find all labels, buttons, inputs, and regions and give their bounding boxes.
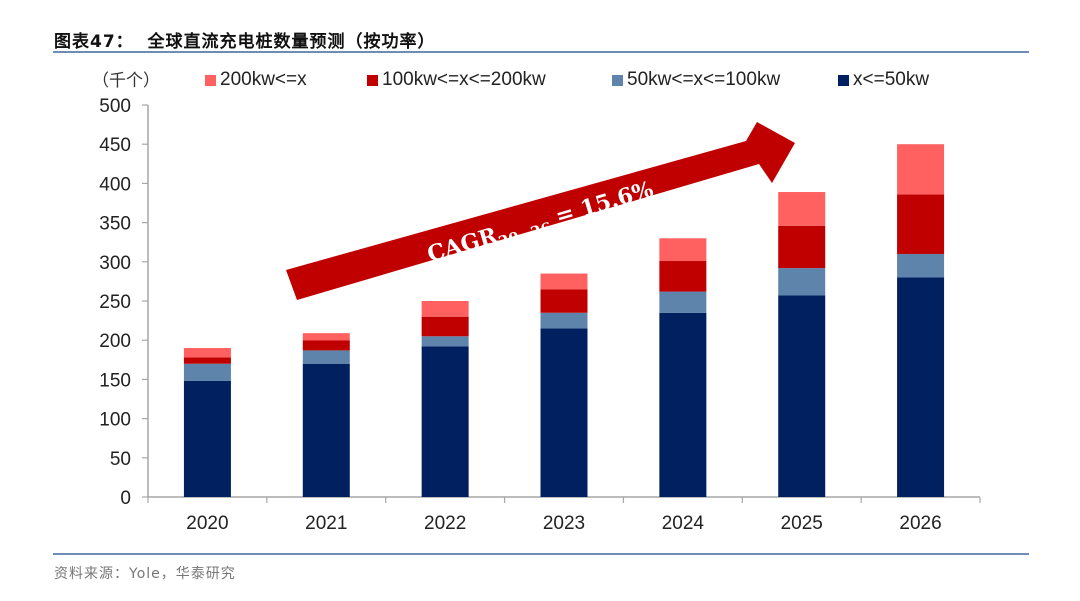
top-divider (53, 51, 1029, 53)
x-tick-label: 2023 (543, 513, 585, 534)
bar-stack-2020 (183, 348, 231, 497)
bar-segment (183, 380, 231, 497)
x-tick-label: 2025 (781, 513, 823, 534)
cagr-arrow-icon (286, 122, 795, 300)
x-tick-label: 2024 (662, 513, 705, 534)
bar-segment (897, 194, 945, 254)
y-tick-label: 350 (99, 214, 131, 235)
y-tick-label: 150 (99, 370, 131, 391)
bar-segment (897, 144, 945, 195)
legend-label: 100kw<=x<=200kw (382, 69, 546, 90)
bar-segment (778, 192, 826, 226)
bar-stack-2024 (659, 238, 707, 497)
bar-stack-2025 (778, 192, 826, 497)
legend-item-100-200kw: 100kw<=x<=200kw (367, 69, 546, 91)
bars (183, 144, 945, 497)
legend-label: 50kw<=x<=100kw (627, 69, 781, 90)
y-axis-unit-label: （千个） (92, 71, 160, 91)
bar-segment (778, 268, 826, 296)
bar-segment (659, 291, 707, 313)
x-tick-label: 2022 (424, 513, 466, 534)
bar-segment (540, 312, 588, 329)
bar-segment (540, 289, 588, 313)
bar-segment (302, 333, 350, 341)
bar-segment (778, 225, 826, 269)
legend-swatch-100-200kw (367, 74, 378, 86)
legend-item-200kw-plus: 200kw<=x (205, 69, 307, 91)
bar-segment (302, 350, 350, 364)
bar-segment (421, 346, 469, 497)
bar-segment (659, 312, 707, 497)
x-axis: 2020 2021 2022 2023 2024 2025 2026 (147, 496, 981, 534)
bottom-divider (53, 553, 1029, 555)
bar-segment (659, 238, 707, 262)
y-tick-label: 250 (99, 292, 131, 313)
legend-item-under-50kw: x<=50kw (838, 69, 929, 91)
source-note: 资料来源：Yole，华泰研究 (54, 566, 236, 582)
bar-segment (540, 273, 588, 290)
x-tick-label: 2020 (186, 513, 228, 534)
legend-label: x<=50kw (853, 69, 930, 90)
legend-swatch-200kw-plus (205, 74, 216, 86)
y-tick-label: 400 (99, 174, 131, 195)
legend-item-50-100kw: 50kw<=x<=100kw (612, 69, 780, 91)
y-tick-label: 300 (99, 253, 131, 274)
bar-segment (421, 301, 469, 317)
y-tick-label: 200 (99, 331, 131, 352)
bar-segment (421, 336, 469, 347)
bar-segment (897, 277, 945, 497)
bar-segment (540, 328, 588, 497)
x-tick-label: 2026 (899, 513, 941, 534)
legend-label: 200kw<=x (220, 69, 307, 90)
bar-segment (897, 253, 945, 278)
y-tick-label: 500 (99, 96, 131, 117)
cagr-annotation: CAGR20−26 = 15.6% (286, 122, 795, 300)
figure-title: 图表47： 全球直流充电桩数量预测（按功率） (54, 32, 436, 52)
bar-segment (183, 348, 231, 358)
y-axis: 0 50 100 150 200 250 300 350 400 450 500 (99, 96, 149, 509)
bar-stack-2022 (421, 301, 469, 497)
legend-swatch-50-100kw (612, 74, 623, 86)
bar-segment (421, 316, 469, 337)
bar-segment (778, 295, 826, 497)
bar-segment (659, 261, 707, 292)
bar-stack-2023 (540, 273, 588, 497)
bar-segment (183, 363, 231, 381)
bar-stack-2021 (302, 333, 350, 497)
bar-stack-2026 (897, 144, 945, 497)
legend-swatch-under-50kw (838, 74, 849, 86)
bar-segment (302, 363, 350, 497)
bar-segment (302, 340, 350, 351)
bar-segment (183, 357, 231, 364)
y-tick-label: 100 (99, 410, 131, 431)
y-tick-label: 0 (120, 488, 131, 509)
x-tick-label: 2021 (305, 513, 347, 534)
y-tick-label: 50 (110, 449, 131, 470)
y-tick-label: 450 (99, 135, 131, 156)
chart-legend: 200kw<=x 100kw<=x<=200kw 50kw<=x<=100kw … (0, 69, 1080, 93)
